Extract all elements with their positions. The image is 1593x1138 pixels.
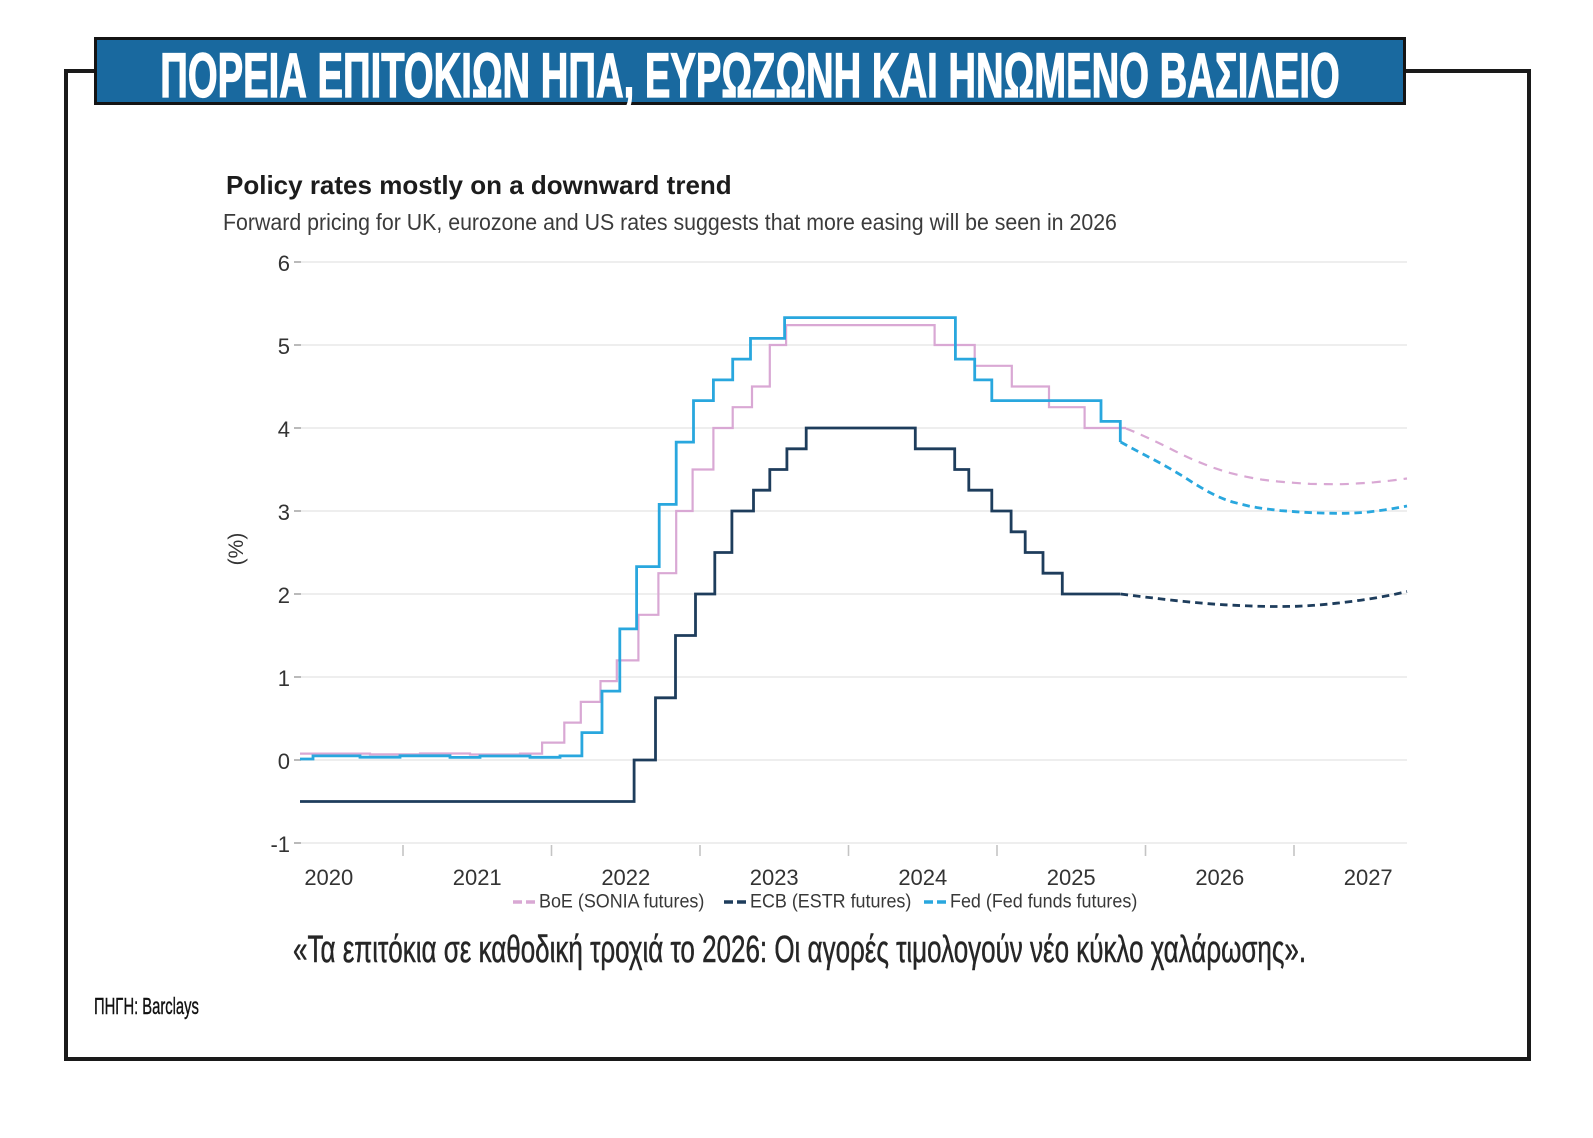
svg-text:2024: 2024 — [898, 865, 947, 890]
svg-text:ΠΗΓΗ: Barclays: ΠΗΓΗ: Barclays — [94, 995, 199, 1020]
svg-text:2027: 2027 — [1344, 865, 1393, 890]
svg-text:Fed (Fed funds futures): Fed (Fed funds futures) — [950, 890, 1137, 912]
svg-text:1: 1 — [278, 666, 290, 691]
svg-text:«Τα επιτόκια σε καθοδική τροχι: «Τα επιτόκια σε καθοδική τροχιά το 2026:… — [293, 928, 1306, 970]
svg-text:2021: 2021 — [453, 865, 502, 890]
svg-text:2026: 2026 — [1195, 865, 1244, 890]
svg-text:2025: 2025 — [1047, 865, 1096, 890]
svg-text:ECB (ESTR futures): ECB (ESTR futures) — [750, 890, 911, 912]
svg-text:2023: 2023 — [750, 865, 799, 890]
svg-text:Forward pricing for UK, eurozo: Forward pricing for UK, eurozone and US … — [223, 209, 1117, 235]
svg-text:2: 2 — [278, 583, 290, 608]
svg-text:-1: -1 — [270, 832, 290, 857]
svg-text:2022: 2022 — [601, 865, 650, 890]
svg-text:5: 5 — [278, 334, 290, 359]
svg-text:BoE (SONIA futures): BoE (SONIA futures) — [539, 890, 704, 912]
svg-text:3: 3 — [278, 500, 290, 525]
svg-text:2020: 2020 — [304, 865, 353, 890]
svg-text:(%): (%) — [225, 533, 248, 566]
svg-text:Policy rates mostly on a downw: Policy rates mostly on a downward trend — [226, 170, 732, 200]
svg-text:0: 0 — [278, 749, 290, 774]
svg-text:4: 4 — [278, 417, 290, 442]
svg-text:6: 6 — [278, 251, 290, 276]
svg-text:ΠΟΡΕΙΑ ΕΠΙΤΟΚΙΩΝ ΗΠΑ, ΕΥΡΩΖΩΝΗ: ΠΟΡΕΙΑ ΕΠΙΤΟΚΙΩΝ ΗΠΑ, ΕΥΡΩΖΩΝΗ ΚΑΙ ΗΝΩΜΕ… — [160, 41, 1340, 111]
